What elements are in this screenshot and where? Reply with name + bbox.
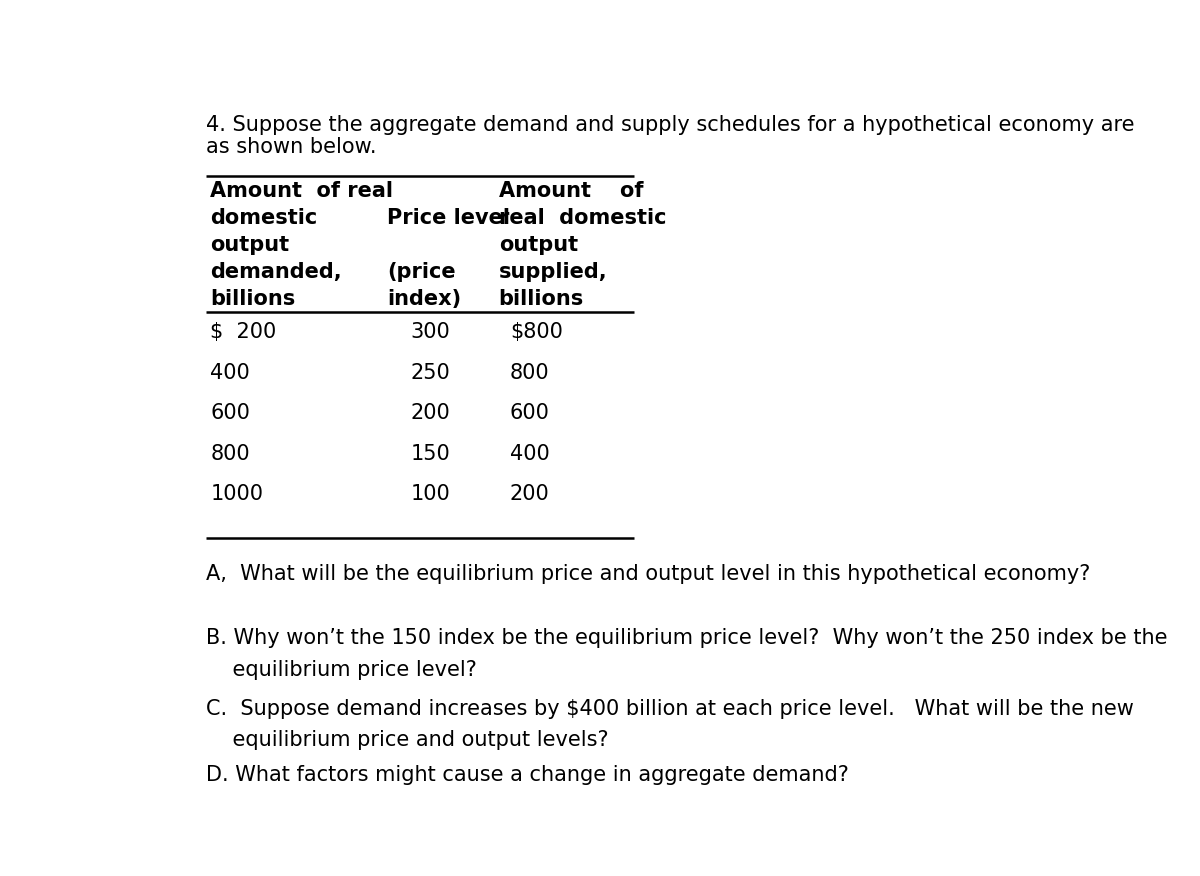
Text: $800: $800 bbox=[510, 322, 563, 343]
Text: Amount  of real: Amount of real bbox=[210, 180, 394, 201]
Text: 800: 800 bbox=[510, 363, 550, 383]
Text: $  200: $ 200 bbox=[210, 322, 277, 343]
Text: 150: 150 bbox=[410, 444, 450, 463]
Text: as shown below.: as shown below. bbox=[206, 138, 377, 158]
Text: equilibrium price and output levels?: equilibrium price and output levels? bbox=[206, 731, 608, 751]
Text: 400: 400 bbox=[510, 444, 550, 463]
Text: 600: 600 bbox=[210, 403, 251, 423]
Text: 400: 400 bbox=[210, 363, 250, 383]
Text: D. What factors might cause a change in aggregate demand?: D. What factors might cause a change in … bbox=[206, 765, 848, 785]
Text: equilibrium price level?: equilibrium price level? bbox=[206, 660, 476, 680]
Text: billions: billions bbox=[499, 288, 584, 308]
Text: A,  What will be the equilibrium price and output level in this hypothetical eco: A, What will be the equilibrium price an… bbox=[206, 564, 1090, 583]
Text: supplied,: supplied, bbox=[499, 262, 607, 281]
Text: 4. Suppose the aggregate demand and supply schedules for a hypothetical economy : 4. Suppose the aggregate demand and supp… bbox=[206, 116, 1134, 135]
Text: real  domestic: real domestic bbox=[499, 208, 666, 228]
Text: billions: billions bbox=[210, 288, 295, 308]
Text: 800: 800 bbox=[210, 444, 250, 463]
Text: output: output bbox=[210, 235, 289, 255]
Text: 1000: 1000 bbox=[210, 484, 264, 505]
Text: 200: 200 bbox=[510, 484, 550, 505]
Text: 250: 250 bbox=[410, 363, 450, 383]
Text: demanded,: demanded, bbox=[210, 262, 342, 281]
Text: C.  Suppose demand increases by $400 billion at each price level.   What will be: C. Suppose demand increases by $400 bill… bbox=[206, 699, 1134, 718]
Text: Price level: Price level bbox=[388, 208, 510, 228]
Text: (price: (price bbox=[388, 262, 456, 281]
Text: B. Why won’t the 150 index be the equilibrium price level?  Why won’t the 250 in: B. Why won’t the 150 index be the equili… bbox=[206, 628, 1168, 648]
Text: 100: 100 bbox=[410, 484, 450, 505]
Text: output: output bbox=[499, 235, 578, 255]
Text: 200: 200 bbox=[410, 403, 450, 423]
Text: 600: 600 bbox=[510, 403, 550, 423]
Text: index): index) bbox=[388, 288, 461, 308]
Text: Amount    of: Amount of bbox=[499, 180, 643, 201]
Text: domestic: domestic bbox=[210, 208, 318, 228]
Text: 300: 300 bbox=[410, 322, 450, 343]
